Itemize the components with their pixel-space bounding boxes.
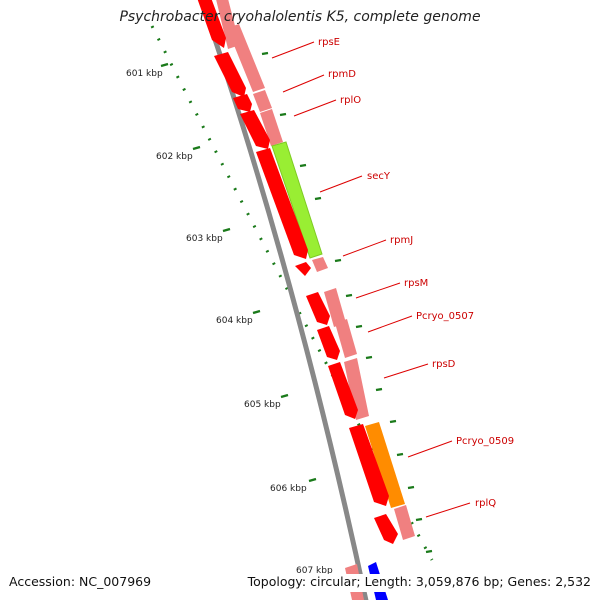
tick-label-604: 604 kbp	[216, 316, 253, 326]
outer-tick	[365, 355, 373, 360]
gene-feature-secY[interactable]	[271, 141, 323, 259]
gene-feature-rpsD[interactable]	[344, 358, 369, 420]
leader-line-rpsM	[355, 282, 401, 299]
gene-label-secY[interactable]: secY	[367, 171, 391, 182]
cds-arrow[interactable]	[233, 94, 252, 112]
major-tick	[252, 309, 261, 315]
gene-label-rpmJ[interactable]: rpmJ	[390, 235, 413, 246]
outer-tick	[279, 112, 287, 117]
outer-tick	[299, 163, 307, 168]
gene-feature-rplO[interactable]	[260, 109, 283, 146]
tick-label-605: 605 kbp	[244, 400, 281, 410]
major-tick	[280, 393, 289, 399]
major-tick	[308, 477, 317, 483]
gene-label-rplO[interactable]: rplO	[340, 95, 361, 106]
major-tick	[192, 145, 201, 151]
outer-tick	[389, 419, 397, 424]
cds-arrow[interactable]	[295, 262, 311, 276]
leader-line-rplQ	[425, 502, 471, 518]
outer-tick	[415, 517, 423, 522]
gene-feature-top[interactable]	[215, 0, 240, 49]
outer-tick	[261, 51, 269, 56]
outer-ticks	[261, 51, 433, 554]
cds-arrow[interactable]	[240, 110, 270, 149]
map-title: Psychrobacter cryohalolentis K5, complet…	[119, 9, 481, 25]
cds-arrow[interactable]	[328, 362, 358, 419]
tick-label-606: 606 kbp	[270, 484, 307, 494]
tick-label-601: 601 kbp	[126, 69, 163, 79]
cds-arrow[interactable]	[306, 292, 330, 325]
genome-summary-text: Topology: circular; Length: 3,059,876 bp…	[247, 574, 591, 592]
leader-line-rplO	[293, 99, 337, 117]
gene-label-rpsM[interactable]: rpsM	[404, 278, 428, 289]
leader-line-secY	[319, 175, 363, 193]
outer-tick	[425, 549, 433, 554]
accession-text: Accession: NC_007969	[9, 574, 152, 592]
outer-tick	[345, 293, 353, 298]
gene-feature-Pcryo_0509[interactable]	[365, 422, 405, 508]
outer-tick	[334, 258, 342, 263]
cds-arrow[interactable]	[256, 148, 308, 259]
leader-line-rpsD	[383, 363, 429, 379]
gene-label-rpmD[interactable]: rpmD	[328, 69, 356, 80]
label-lines	[271, 41, 471, 518]
gene-feature-rpmJ[interactable]	[312, 257, 328, 272]
major-tick	[222, 227, 231, 233]
cds-arrow[interactable]	[349, 424, 389, 506]
gene-label-Pcryo_0509[interactable]: Pcryo_0509	[456, 436, 514, 447]
gene-label-Pcryo_0507[interactable]: Pcryo_0507	[416, 311, 474, 322]
gene-label-rpsE[interactable]: rpsE	[318, 37, 340, 48]
gene-feature-Pcryo_0507[interactable]	[335, 319, 357, 358]
gene-feature-rplQ[interactable]	[394, 505, 415, 540]
gene-label-rpsD[interactable]: rpsD	[432, 359, 456, 370]
tick-labels: 601 kbp 602 kbp 603 kbp 604 kbp 605 kbp …	[126, 69, 333, 576]
major-ticks	[160, 62, 317, 483]
outer-tick	[375, 387, 383, 392]
leader-line-Pcryo_0509	[407, 440, 453, 458]
tick-label-603: 603 kbp	[186, 234, 223, 244]
cds-arrow[interactable]	[374, 514, 398, 544]
leader-line-rpmD	[282, 74, 325, 93]
leader-line-rpmJ	[342, 239, 387, 257]
outer-tick	[355, 324, 363, 329]
cds-arrow[interactable]	[317, 326, 340, 360]
outer-tick	[396, 452, 404, 457]
tick-label-607: 607 kbp	[296, 566, 333, 576]
outer-tick	[314, 196, 322, 201]
major-tick	[160, 62, 169, 68]
tick-label-602: 602 kbp	[156, 152, 193, 162]
outer-tick	[407, 485, 415, 490]
leader-line-Pcryo_0507	[367, 315, 413, 333]
cds-arrow[interactable]	[214, 52, 246, 97]
genome-backbone	[199, 0, 369, 600]
gene-feature-rpsM[interactable]	[324, 288, 346, 327]
gene-feature-rpmD[interactable]	[253, 90, 272, 112]
leader-line-rpsE	[271, 41, 315, 59]
gene-label-rplQ[interactable]: rplQ	[475, 498, 496, 509]
inner-track	[196, 0, 398, 544]
gene-labels: rpsE rpmD rplO secY rpmJ rpsM Pcryo_0507…	[318, 37, 514, 509]
cds-arrow[interactable]	[196, 0, 226, 48]
